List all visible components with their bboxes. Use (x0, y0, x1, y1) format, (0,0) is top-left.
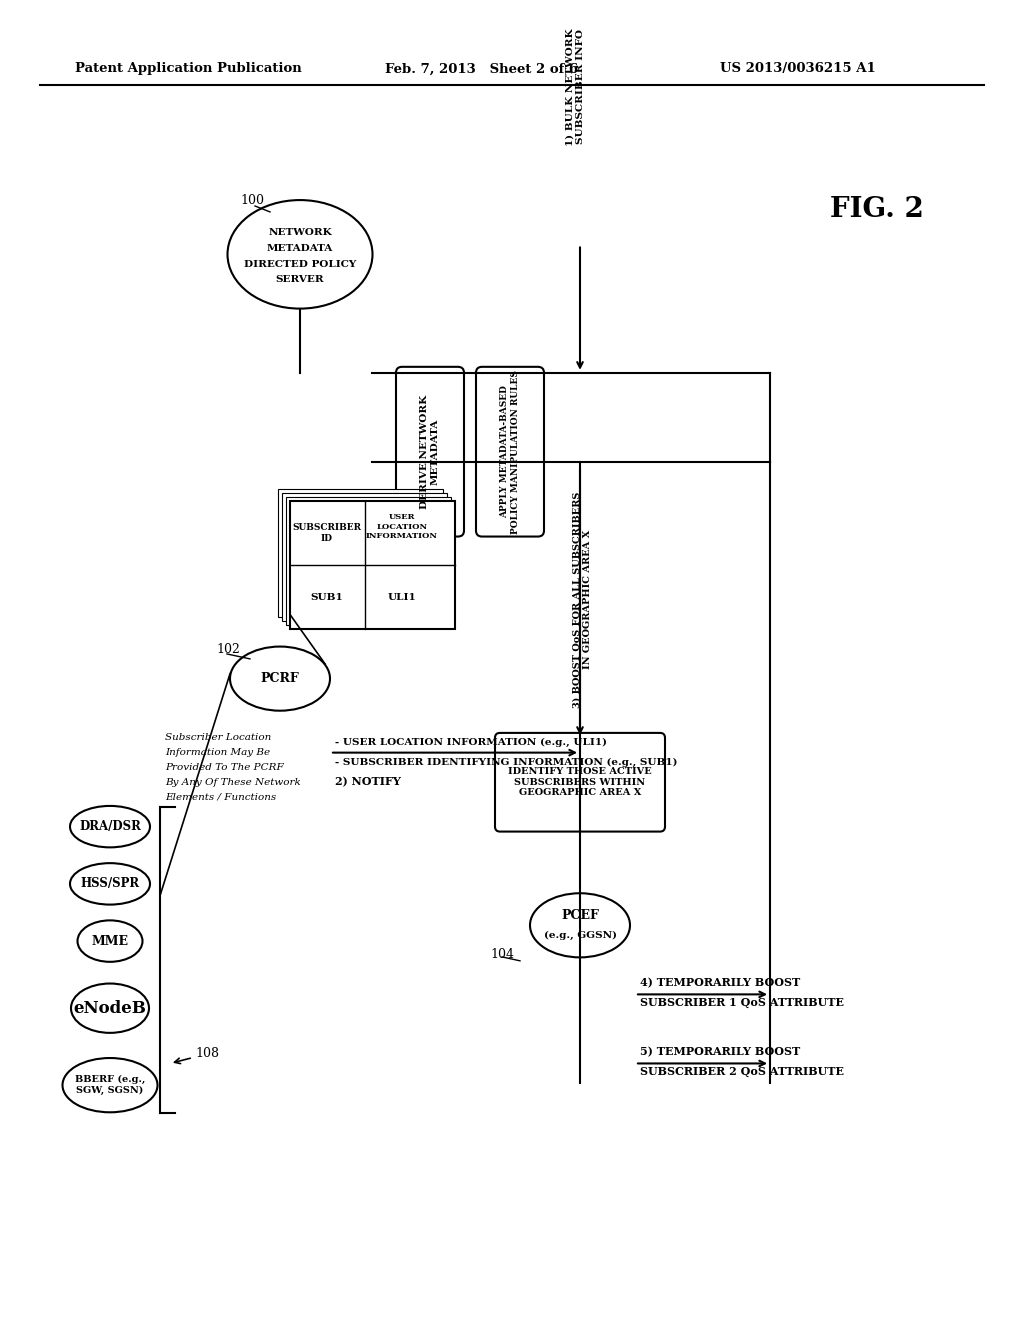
FancyBboxPatch shape (396, 367, 464, 536)
Text: NETWORK: NETWORK (268, 228, 332, 238)
Text: MME: MME (91, 935, 128, 948)
Text: PCEF: PCEF (561, 909, 599, 921)
Text: 3) BOOST QoS FOR ALL SUBSCRIBERS
IN GEOGRAPHIC AREA X: 3) BOOST QoS FOR ALL SUBSCRIBERS IN GEOG… (572, 491, 592, 708)
Text: DRA/DSR: DRA/DSR (79, 820, 141, 833)
FancyBboxPatch shape (476, 367, 544, 536)
Text: Information May Be: Information May Be (165, 748, 270, 758)
Text: USER
LOCATION
INFORMATION: USER LOCATION INFORMATION (366, 513, 438, 540)
Text: 2) NOTIFY: 2) NOTIFY (335, 776, 400, 788)
Text: 104: 104 (490, 948, 514, 961)
Text: Provided To The PCRF: Provided To The PCRF (165, 763, 284, 772)
Text: - USER LOCATION INFORMATION (e.g., ULI1): - USER LOCATION INFORMATION (e.g., ULI1) (335, 738, 607, 747)
Text: 102: 102 (216, 643, 240, 656)
Text: FIG. 2: FIG. 2 (830, 197, 924, 223)
Text: PCRF: PCRF (261, 672, 299, 685)
Text: APPLY METADATA-BASED
POLICY MANIPULATION RULES: APPLY METADATA-BASED POLICY MANIPULATION… (501, 370, 520, 533)
Text: HSS/SPR: HSS/SPR (81, 878, 139, 891)
Text: 100: 100 (240, 194, 264, 206)
Text: ULI1: ULI1 (388, 593, 417, 602)
FancyBboxPatch shape (282, 494, 447, 622)
Text: SUB1: SUB1 (310, 593, 343, 602)
FancyBboxPatch shape (286, 498, 451, 626)
Text: SUBSCRIBER
ID: SUBSCRIBER ID (293, 524, 361, 543)
Text: Patent Application Publication: Patent Application Publication (75, 62, 302, 75)
Text: eNodeB: eNodeB (74, 999, 146, 1016)
Text: 4) TEMPORARILY BOOST: 4) TEMPORARILY BOOST (640, 977, 800, 989)
Text: 108: 108 (195, 1047, 219, 1060)
Text: DERIVE NETWORK
METADATA: DERIVE NETWORK METADATA (420, 395, 439, 508)
FancyBboxPatch shape (495, 733, 665, 832)
Text: SUBSCRIBER 1 QoS ATTRIBUTE: SUBSCRIBER 1 QoS ATTRIBUTE (640, 997, 844, 1007)
Text: 1) BULK NETWORK
SUBSCRIBER INFO: 1) BULK NETWORK SUBSCRIBER INFO (565, 28, 585, 145)
Text: (e.g., GGSN): (e.g., GGSN) (544, 931, 616, 940)
Text: BBERF (e.g.,
SGW, SGSN): BBERF (e.g., SGW, SGSN) (75, 1076, 145, 1096)
Text: 5) TEMPORARILY BOOST: 5) TEMPORARILY BOOST (640, 1047, 800, 1057)
FancyBboxPatch shape (278, 490, 443, 618)
Text: By Any Of These Network: By Any Of These Network (165, 777, 301, 787)
Text: IDENTIFY THOSE ACTIVE
SUBSCRIBERS WITHIN
GEOGRAPHIC AREA X: IDENTIFY THOSE ACTIVE SUBSCRIBERS WITHIN… (508, 767, 652, 797)
Text: SUBSCRIBER 2 QoS ATTRIBUTE: SUBSCRIBER 2 QoS ATTRIBUTE (640, 1065, 844, 1077)
Text: SERVER: SERVER (275, 276, 325, 285)
Text: Feb. 7, 2013   Sheet 2 of 6: Feb. 7, 2013 Sheet 2 of 6 (385, 62, 579, 75)
Text: METADATA: METADATA (267, 244, 333, 253)
Bar (290, 502, 455, 630)
Text: Elements / Functions: Elements / Functions (165, 792, 276, 801)
Text: DIRECTED POLICY: DIRECTED POLICY (244, 260, 356, 269)
Text: - SUBSCRIBER IDENTIFYING INFORMATION (e.g., SUB1): - SUBSCRIBER IDENTIFYING INFORMATION (e.… (335, 758, 678, 767)
Text: US 2013/0036215 A1: US 2013/0036215 A1 (720, 62, 876, 75)
Text: Subscriber Location: Subscriber Location (165, 734, 271, 742)
